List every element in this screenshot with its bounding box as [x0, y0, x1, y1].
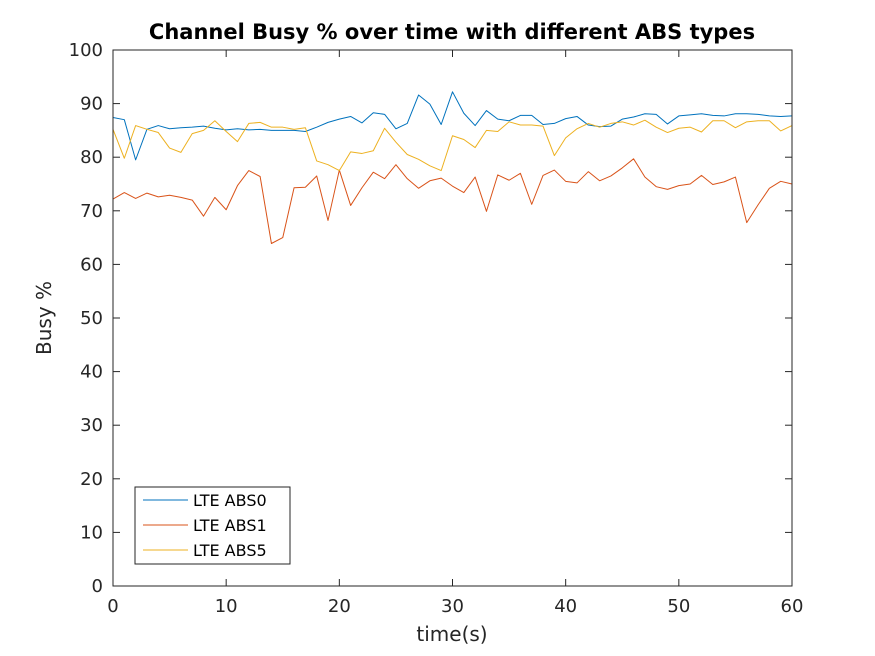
y-tick-label: 100	[69, 40, 103, 61]
chart-title: Channel Busy % over time with different …	[149, 20, 755, 44]
legend: LTE ABS0 LTE ABS1 LTE ABS5	[134, 486, 291, 565]
y-tick-label: 40	[80, 362, 103, 383]
x-tick-label: 10	[215, 596, 238, 617]
y-tick-label: 50	[80, 308, 103, 329]
series-layer	[112, 91, 793, 244]
series-line-lte-abs5	[112, 119, 793, 172]
x-tick-label: 40	[554, 596, 577, 617]
series-line-lte-abs0	[112, 91, 793, 161]
x-tick-label: 50	[667, 596, 690, 617]
x-tick-label: 20	[328, 596, 351, 617]
x-axis-label: time(s)	[416, 622, 487, 646]
y-tick-label: 90	[80, 94, 103, 115]
y-tick-label: 70	[80, 201, 103, 222]
series-line-lte-abs1	[112, 158, 793, 244]
legend-label-lte-abs1: LTE ABS1	[193, 516, 267, 535]
y-tick-label: 20	[80, 469, 103, 490]
y-tick-label: 0	[92, 576, 103, 597]
x-tick-label: 0	[107, 596, 118, 617]
y-tick-label: 80	[80, 147, 103, 168]
y-axis-label: Busy %	[32, 281, 56, 355]
y-tick-label: 60	[80, 254, 103, 275]
ticks-layer: 0 10 20 30 40 50 60 0 10 20 30 40 50 60 70 80 90 100	[69, 40, 804, 617]
y-tick-label: 30	[80, 415, 103, 436]
y-tick-label: 10	[80, 522, 103, 543]
x-tick-label: 30	[441, 596, 464, 617]
legend-label-lte-abs0: LTE ABS0	[193, 491, 267, 510]
legend-label-lte-abs5: LTE ABS5	[193, 541, 267, 560]
x-tick-label: 60	[781, 596, 804, 617]
